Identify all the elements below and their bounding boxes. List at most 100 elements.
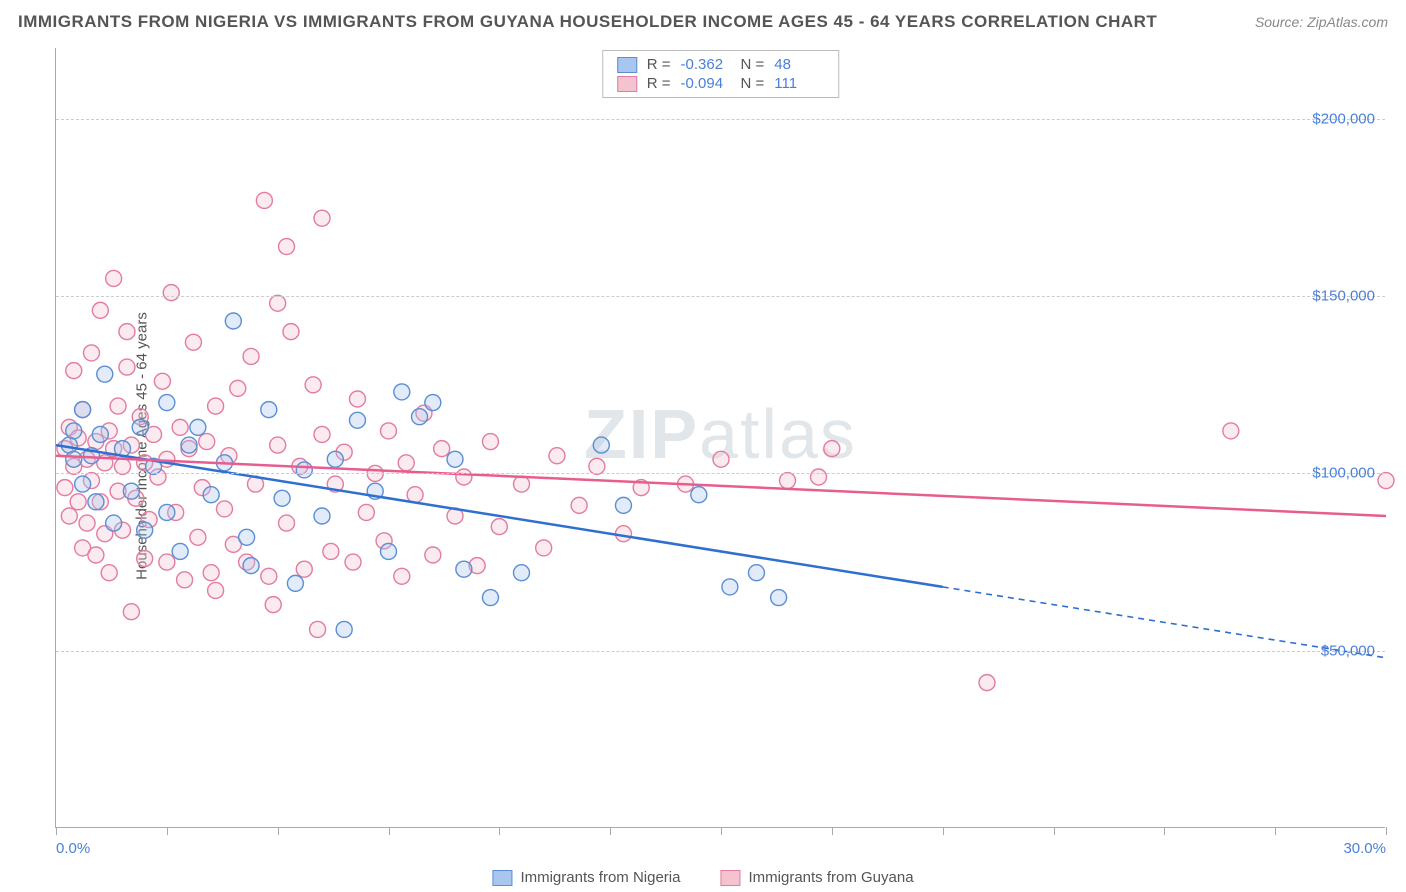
stats-row-nigeria: R =-0.362N =48 bbox=[617, 55, 825, 74]
x-tick bbox=[832, 827, 833, 835]
scatter-point-nigeria bbox=[88, 494, 104, 510]
scatter-point-guyana bbox=[349, 391, 365, 407]
scatter-point-guyana bbox=[514, 476, 530, 492]
scatter-point-nigeria bbox=[314, 508, 330, 524]
scatter-point-nigeria bbox=[92, 426, 108, 442]
scatter-point-guyana bbox=[323, 543, 339, 559]
trend-line-nigeria bbox=[56, 445, 943, 587]
scatter-point-nigeria bbox=[66, 451, 82, 467]
scatter-point-guyana bbox=[279, 515, 295, 531]
scatter-point-nigeria bbox=[132, 419, 148, 435]
scatter-point-nigeria bbox=[66, 423, 82, 439]
scatter-point-guyana bbox=[92, 302, 108, 318]
scatter-point-guyana bbox=[279, 239, 295, 255]
scatter-point-guyana bbox=[425, 547, 441, 563]
x-tick bbox=[56, 827, 57, 835]
scatter-point-nigeria bbox=[159, 395, 175, 411]
chart-svg bbox=[56, 48, 1385, 827]
scatter-point-guyana bbox=[482, 434, 498, 450]
scatter-point-guyana bbox=[305, 377, 321, 393]
scatter-point-nigeria bbox=[159, 504, 175, 520]
scatter-point-guyana bbox=[79, 515, 95, 531]
scatter-point-nigeria bbox=[137, 522, 153, 538]
legend-item-guyana: Immigrants from Guyana bbox=[720, 869, 913, 886]
scatter-point-guyana bbox=[571, 497, 587, 513]
stats-box: R =-0.362N =48R =-0.094N =111 bbox=[602, 50, 840, 98]
scatter-point-nigeria bbox=[447, 451, 463, 467]
scatter-point-guyana bbox=[101, 565, 117, 581]
scatter-point-guyana bbox=[177, 572, 193, 588]
scatter-point-guyana bbox=[163, 285, 179, 301]
scatter-point-guyana bbox=[66, 363, 82, 379]
scatter-point-guyana bbox=[811, 469, 827, 485]
scatter-point-guyana bbox=[979, 675, 995, 691]
y-tick-label: $200,000 bbox=[1312, 110, 1375, 127]
stat-r-label: R = bbox=[647, 75, 671, 92]
stats-row-guyana: R =-0.094N =111 bbox=[617, 74, 825, 93]
scatter-point-guyana bbox=[106, 270, 122, 286]
x-tick bbox=[499, 827, 500, 835]
scatter-point-guyana bbox=[780, 473, 796, 489]
scatter-point-guyana bbox=[283, 324, 299, 340]
scatter-point-guyana bbox=[159, 554, 175, 570]
trend-line-ext-nigeria bbox=[943, 587, 1386, 658]
scatter-point-nigeria bbox=[593, 437, 609, 453]
scatter-point-guyana bbox=[314, 210, 330, 226]
scatter-point-guyana bbox=[824, 441, 840, 457]
x-tick bbox=[278, 827, 279, 835]
scatter-point-guyana bbox=[83, 345, 99, 361]
scatter-point-nigeria bbox=[748, 565, 764, 581]
stat-n-label: N = bbox=[741, 56, 765, 73]
scatter-point-nigeria bbox=[190, 419, 206, 435]
legend-item-nigeria: Immigrants from Nigeria bbox=[492, 869, 680, 886]
scatter-point-guyana bbox=[345, 554, 361, 570]
scatter-point-guyana bbox=[208, 582, 224, 598]
scatter-point-guyana bbox=[57, 480, 73, 496]
scatter-point-nigeria bbox=[412, 409, 428, 425]
scatter-point-nigeria bbox=[425, 395, 441, 411]
swatch-nigeria bbox=[617, 57, 637, 73]
x-tick bbox=[943, 827, 944, 835]
scatter-point-guyana bbox=[154, 373, 170, 389]
scatter-point-nigeria bbox=[75, 476, 91, 492]
scatter-point-nigeria bbox=[75, 402, 91, 418]
scatter-point-nigeria bbox=[456, 561, 472, 577]
scatter-point-guyana bbox=[256, 192, 272, 208]
scatter-point-guyana bbox=[549, 448, 565, 464]
x-tick bbox=[1164, 827, 1165, 835]
scatter-point-nigeria bbox=[722, 579, 738, 595]
y-tick-label: $100,000 bbox=[1312, 465, 1375, 482]
scatter-point-nigeria bbox=[261, 402, 277, 418]
scatter-point-guyana bbox=[172, 419, 188, 435]
chart-source: Source: ZipAtlas.com bbox=[1255, 14, 1388, 30]
y-tick-label: $150,000 bbox=[1312, 288, 1375, 305]
scatter-point-guyana bbox=[713, 451, 729, 467]
scatter-point-guyana bbox=[208, 398, 224, 414]
stat-r-value: -0.362 bbox=[681, 56, 731, 73]
gridline bbox=[56, 296, 1385, 297]
scatter-point-guyana bbox=[230, 380, 246, 396]
scatter-point-guyana bbox=[88, 547, 104, 563]
stat-n-label: N = bbox=[741, 75, 765, 92]
scatter-point-nigeria bbox=[274, 490, 290, 506]
scatter-point-nigeria bbox=[349, 412, 365, 428]
chart-header: IMMIGRANTS FROM NIGERIA VS IMMIGRANTS FR… bbox=[18, 12, 1388, 32]
scatter-point-nigeria bbox=[106, 515, 122, 531]
x-tick-label: 0.0% bbox=[56, 840, 90, 857]
scatter-point-nigeria bbox=[287, 575, 303, 591]
scatter-point-nigeria bbox=[327, 451, 343, 467]
stat-r-value: -0.094 bbox=[681, 75, 731, 92]
x-tick bbox=[389, 827, 390, 835]
x-tick-label: 30.0% bbox=[1343, 840, 1386, 857]
scatter-point-guyana bbox=[589, 458, 605, 474]
scatter-point-guyana bbox=[296, 561, 312, 577]
scatter-point-nigeria bbox=[123, 483, 139, 499]
scatter-point-guyana bbox=[407, 487, 423, 503]
x-tick bbox=[610, 827, 611, 835]
scatter-point-guyana bbox=[314, 426, 330, 442]
x-tick bbox=[1054, 827, 1055, 835]
swatch-guyana bbox=[617, 76, 637, 92]
scatter-point-nigeria bbox=[394, 384, 410, 400]
scatter-point-guyana bbox=[70, 494, 86, 510]
plot-area: ZIPatlas R =-0.362N =48R =-0.094N =111 $… bbox=[55, 48, 1385, 828]
